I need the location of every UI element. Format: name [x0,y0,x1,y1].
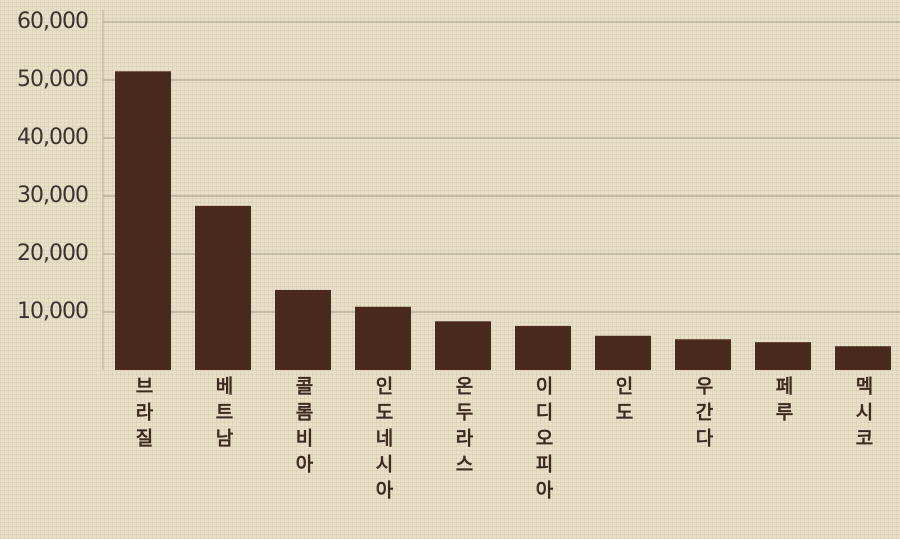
x-tick-label: 인도네시아 [372,376,394,506]
x-tick-label: 콜롬비아 [292,376,314,480]
bar [515,325,571,370]
bar [435,321,491,370]
bar [115,71,171,371]
bar [275,289,331,370]
x-tick-label: 온두라스 [452,376,474,480]
y-tick-label: 40,000 [17,125,88,150]
y-tick-label: 10,000 [17,299,88,324]
x-tick-label: 인도 [612,376,634,428]
x-tick-label: 브라질 [132,376,154,454]
x-tick-label: 멕시코 [852,376,874,454]
y-tick-label: 30,000 [17,183,88,208]
bar [675,339,731,370]
x-tick-label: 이디오피아 [532,376,554,506]
bar [195,205,251,370]
bar [755,342,811,370]
y-tick-label: 60,000 [17,9,88,34]
bar [595,335,651,370]
x-tick-label: 우간다 [692,376,714,454]
x-tick-label: 베트남 [212,376,234,454]
bar [835,346,891,370]
x-tick-label: 페루 [772,376,794,428]
y-tick-label: 20,000 [17,241,88,266]
y-tick-label: 50,000 [17,67,88,92]
bar [355,306,411,370]
